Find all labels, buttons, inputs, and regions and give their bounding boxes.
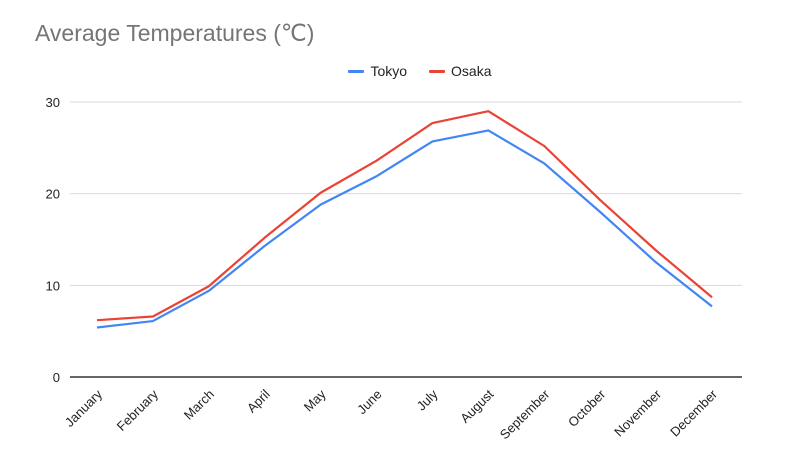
legend-label-osaka: Osaka [451, 63, 492, 79]
x-tick-label: August [457, 386, 496, 425]
x-tick-label: May [301, 386, 329, 414]
x-tick-label: July [414, 386, 441, 413]
x-tick-label: March [181, 387, 217, 423]
x-tick-label: October [565, 386, 609, 430]
y-tick-label: 20 [46, 187, 60, 202]
y-tick-label: 10 [46, 278, 60, 293]
legend-swatch-tokyo [348, 69, 365, 73]
y-tick-label: 30 [46, 95, 60, 110]
legend-item-tokyo[interactable]: Tokyo [348, 63, 407, 79]
x-tick-label: January [62, 386, 106, 430]
x-tick-label: September [497, 386, 553, 442]
chart-title: Average Temperatures (℃) [35, 20, 315, 46]
x-tick-label: April [244, 386, 273, 415]
x-tick-label: November [611, 386, 664, 439]
legend-label-tokyo: Tokyo [370, 63, 408, 79]
x-tick-label: December [667, 386, 720, 439]
legend-swatch-osaka [429, 69, 446, 73]
legend: Tokyo Osaka [0, 63, 800, 79]
x-tick-label: June [354, 387, 385, 418]
series-line-osaka [96, 110, 713, 322]
x-tick-label: February [114, 386, 162, 434]
legend-item-osaka[interactable]: Osaka [429, 63, 492, 79]
y-tick-label: 0 [53, 370, 60, 385]
series-line-tokyo [96, 129, 713, 329]
